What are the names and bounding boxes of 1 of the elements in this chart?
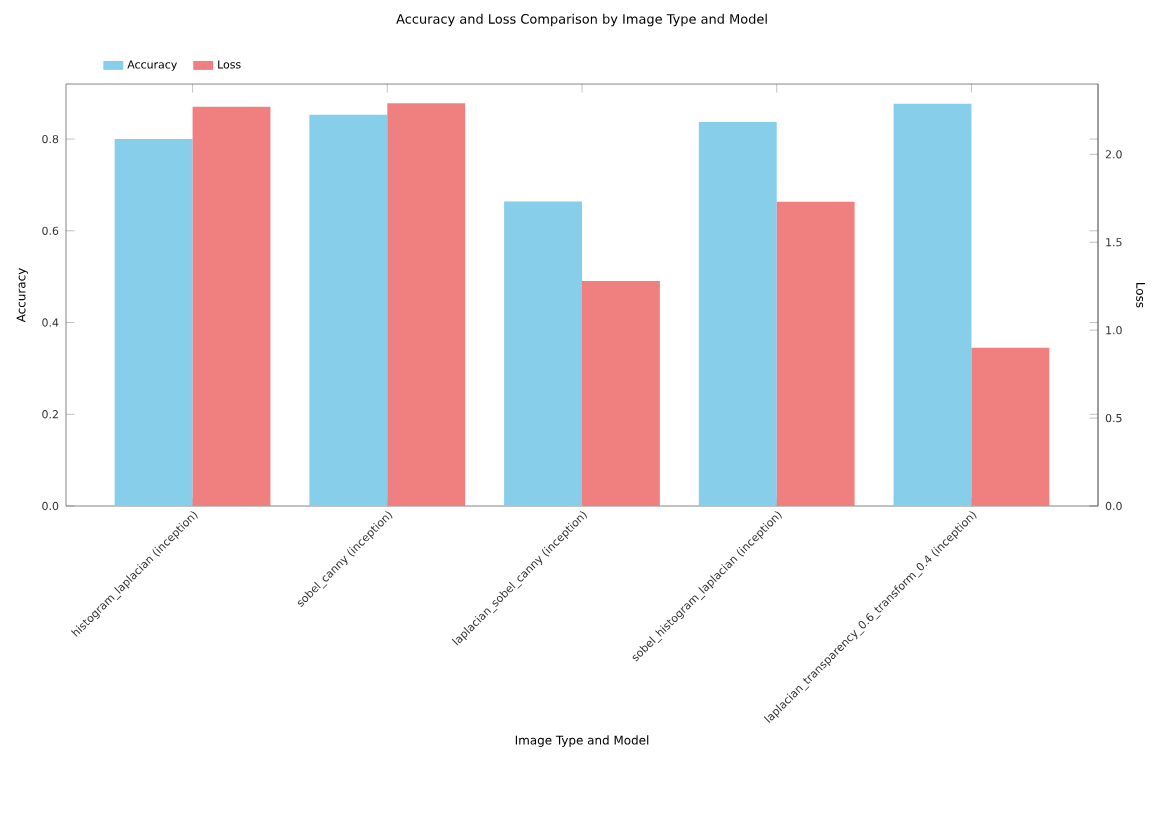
bar xyxy=(893,103,972,506)
